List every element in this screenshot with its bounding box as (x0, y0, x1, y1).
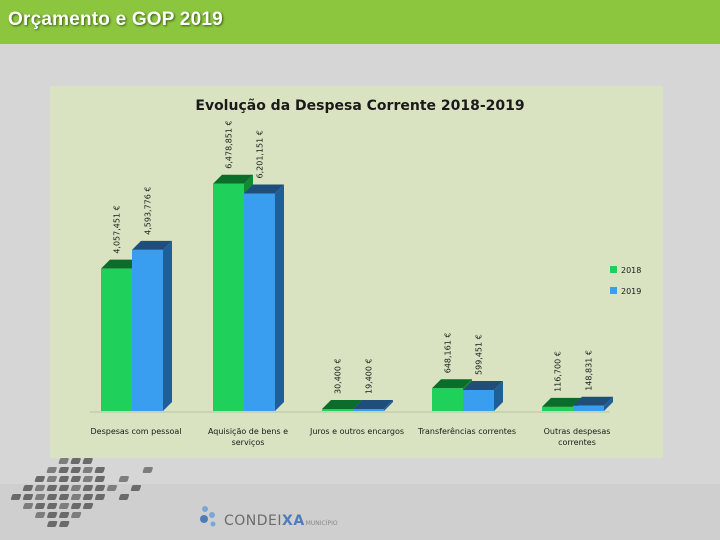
pattern-tile (35, 512, 46, 518)
footer (0, 484, 720, 540)
pattern-tile (58, 467, 69, 473)
pattern-tile (34, 494, 46, 500)
legend-label-2018: 2018 (621, 266, 641, 275)
value-label-2019-0: 4,593,776 € (144, 187, 153, 235)
logo-subtitle: MUNICÍPIO (305, 520, 338, 527)
pattern-tile (58, 494, 70, 500)
pattern-tile (70, 503, 82, 509)
legend-swatch-2019 (610, 287, 617, 294)
pattern-tile (10, 494, 22, 500)
bar-2019-2 (353, 400, 393, 411)
chart: Evolução da Despesa Corrente 2018-2019 4… (90, 98, 641, 447)
pattern-tile (82, 485, 93, 491)
bars-layer (90, 174, 613, 413)
pattern-tile (94, 476, 105, 482)
pattern-tile (106, 485, 117, 491)
bar-2019-0 (132, 240, 172, 411)
pattern-tile (58, 485, 69, 491)
pattern-tile (70, 494, 82, 500)
decorative-pattern (10, 458, 153, 527)
pattern-tile (118, 494, 130, 500)
pattern-tile (94, 485, 105, 491)
value-label-2018-0: 4,057,451 € (113, 205, 122, 253)
pattern-tile (47, 512, 58, 518)
pattern-tile (94, 467, 105, 473)
header-bar: Orçamento e GOP 2019 (0, 0, 720, 44)
category-label-0: Despesas com pessoal (90, 427, 181, 436)
pattern-tile (59, 512, 70, 518)
pattern-tile (71, 512, 82, 518)
pattern-tile (59, 521, 70, 527)
chart-panel: Evolução da Despesa Corrente 2018-2019 4… (50, 86, 663, 458)
legend-swatch-2018 (610, 266, 617, 273)
bar-2019-1 (244, 184, 284, 411)
bar-2019-3 (463, 380, 503, 411)
pattern-tile (46, 476, 57, 482)
pattern-tile (82, 503, 94, 509)
pattern-tile (58, 476, 69, 482)
pattern-tile (22, 503, 34, 509)
pattern-tile (34, 476, 45, 482)
pattern-tile (22, 494, 34, 500)
pattern-tile (82, 476, 93, 482)
slide-title: Orçamento e GOP 2019 (8, 9, 223, 30)
pattern-tile (70, 476, 81, 482)
pattern-tile (118, 476, 129, 482)
pattern-tile (22, 485, 33, 491)
pattern-tile (46, 485, 57, 491)
value-label-2019-1: 6,201,151 € (256, 130, 265, 178)
pattern-tile (70, 458, 81, 464)
pattern-tile (130, 485, 141, 491)
pattern-tile (94, 494, 106, 500)
value-label-2019-3: 599,451 € (475, 334, 484, 375)
category-label-3: Transferências correntes (417, 426, 516, 436)
pattern-tile (46, 467, 57, 473)
category-label-2: Juros e outros encargos (309, 427, 404, 436)
logo-icon (200, 506, 216, 527)
bar-2019-4 (573, 396, 613, 411)
logo-text: CONDEIXAMUNICÍPIO (224, 513, 338, 529)
pattern-tile (70, 485, 81, 491)
value-label-2019-2: 19,400 € (365, 358, 374, 394)
legend-label-2019: 2019 (621, 287, 641, 296)
value-label-2018-1: 6,478,851 € (225, 120, 234, 168)
value-label-2019-4: 148,831 € (585, 350, 594, 391)
value-labels-layer: 4,057,451 € 4,593,776 € 6,478,851 € 6,201,1… (113, 120, 594, 394)
pattern-tile (46, 494, 58, 500)
category-label-4: Outras despesas correntes (544, 427, 611, 447)
pattern-tile (58, 503, 70, 509)
logo-name-part1: CONDEI (224, 513, 283, 529)
pattern-tile (82, 494, 94, 500)
pattern-tile (47, 521, 58, 527)
pattern-tile (34, 485, 45, 491)
value-label-2018-4: 116,700 € (554, 351, 563, 392)
pattern-tile (82, 467, 93, 473)
value-label-2018-2: 30,400 € (334, 358, 343, 394)
category-label-1: Aquisição de bens e serviços (208, 427, 288, 447)
pattern-tile (82, 458, 93, 464)
chart-title: Evolução da Despesa Corrente 2018-2019 (195, 98, 524, 114)
pattern-tile (34, 503, 46, 509)
pattern-tile (70, 467, 81, 473)
pattern-tile (58, 458, 69, 464)
pattern-tile (46, 503, 58, 509)
logo-name-part2: XA (282, 513, 305, 529)
value-label-2018-3: 648,161 € (444, 333, 453, 374)
pattern-tile (142, 467, 153, 473)
legend: 2018 2019 (610, 266, 641, 296)
